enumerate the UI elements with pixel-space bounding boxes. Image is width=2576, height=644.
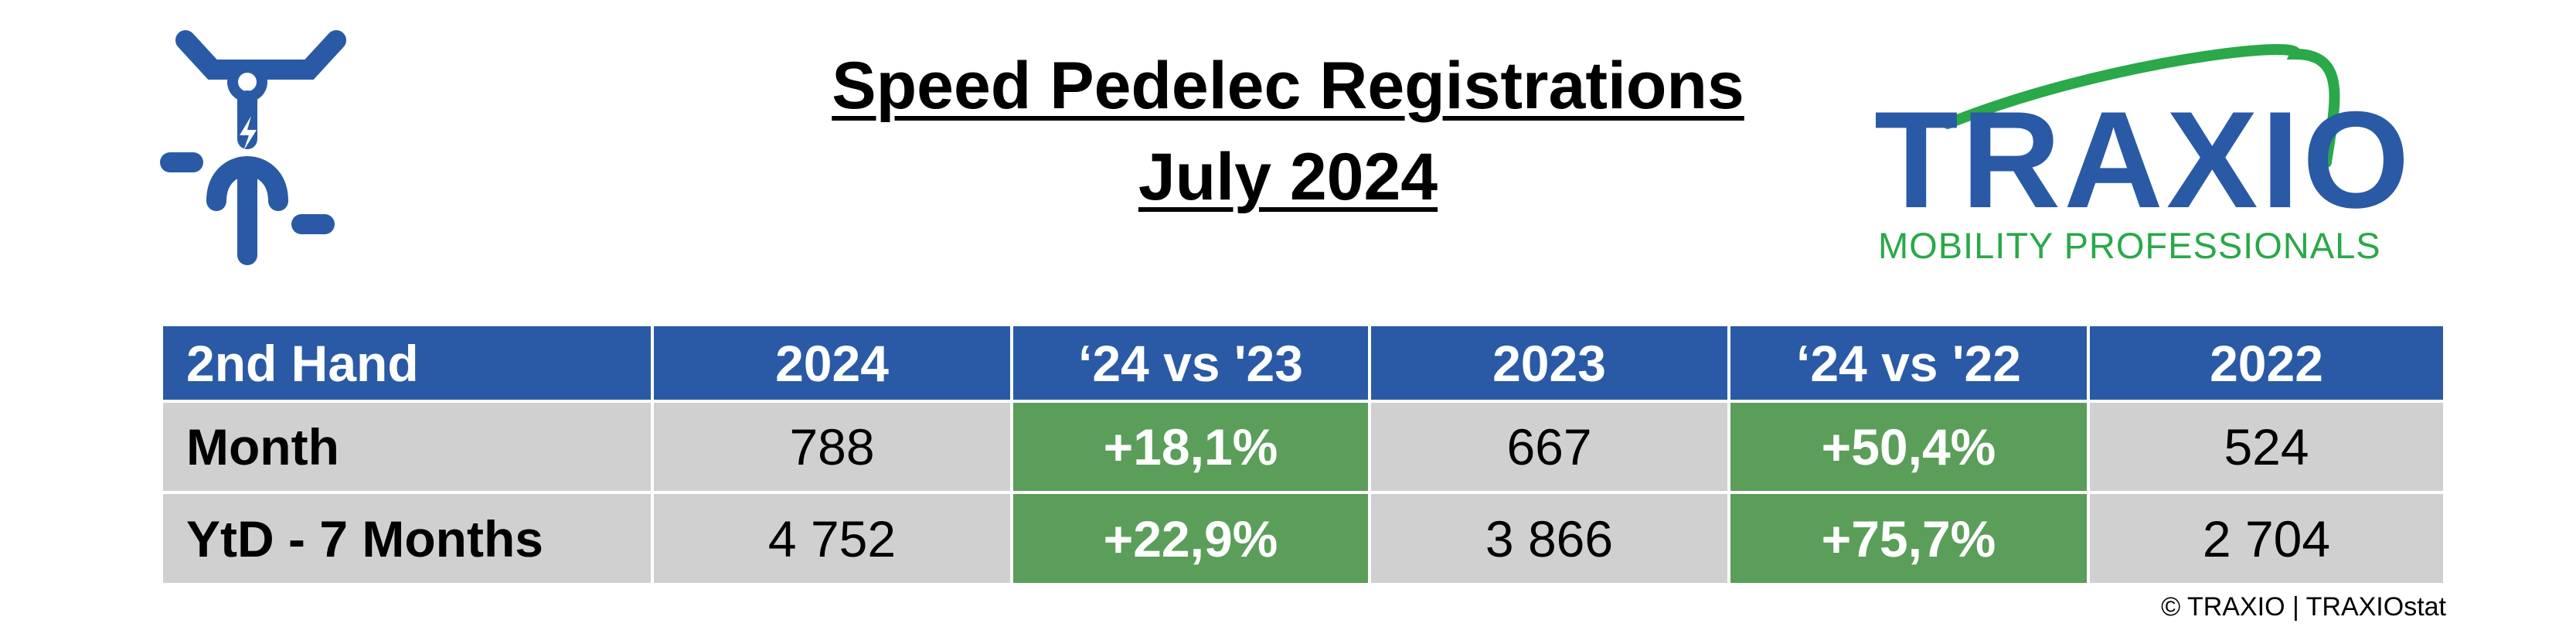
row-label: YtD - 7 Months (163, 494, 651, 583)
logo-arc (1942, 44, 2340, 168)
column-header: 2022 (2090, 326, 2443, 400)
cell-value: +50,4% (1730, 403, 2087, 491)
cell-value: +22,9% (1013, 494, 1368, 583)
column-header: ‘24 vs '22 (1730, 326, 2087, 400)
row-label: Month (163, 403, 651, 491)
title-line: July 2024 (1138, 140, 1438, 214)
title: Speed Pedelec Registrations July 2024 (0, 40, 2576, 223)
cell-value: +18,1% (1013, 403, 1368, 491)
column-header: 2023 (1371, 326, 1727, 400)
cell-value: 524 (2090, 403, 2443, 491)
title-line: Speed Pedelec Registrations (832, 49, 1744, 123)
cell-value: 788 (654, 403, 1010, 491)
pedelec-icon (160, 30, 346, 265)
logo-tagline: MOBILITY PROFESSIONALS (1878, 225, 2381, 266)
cell-value: 2 704 (2090, 494, 2443, 583)
column-header: 2nd Hand (163, 326, 651, 400)
column-header: 2024 (654, 326, 1010, 400)
cell-value: 3 866 (1371, 494, 1727, 583)
cell-value: 4 752 (654, 494, 1010, 583)
column-header: ‘24 vs '23 (1013, 326, 1368, 400)
cell-value: +75,7% (1730, 494, 2087, 583)
footer: © TRAXIO | TRAXIOstat (2161, 592, 2446, 622)
logo-name: TRAXIO (1874, 83, 2413, 237)
cell-value: 667 (1371, 403, 1727, 491)
